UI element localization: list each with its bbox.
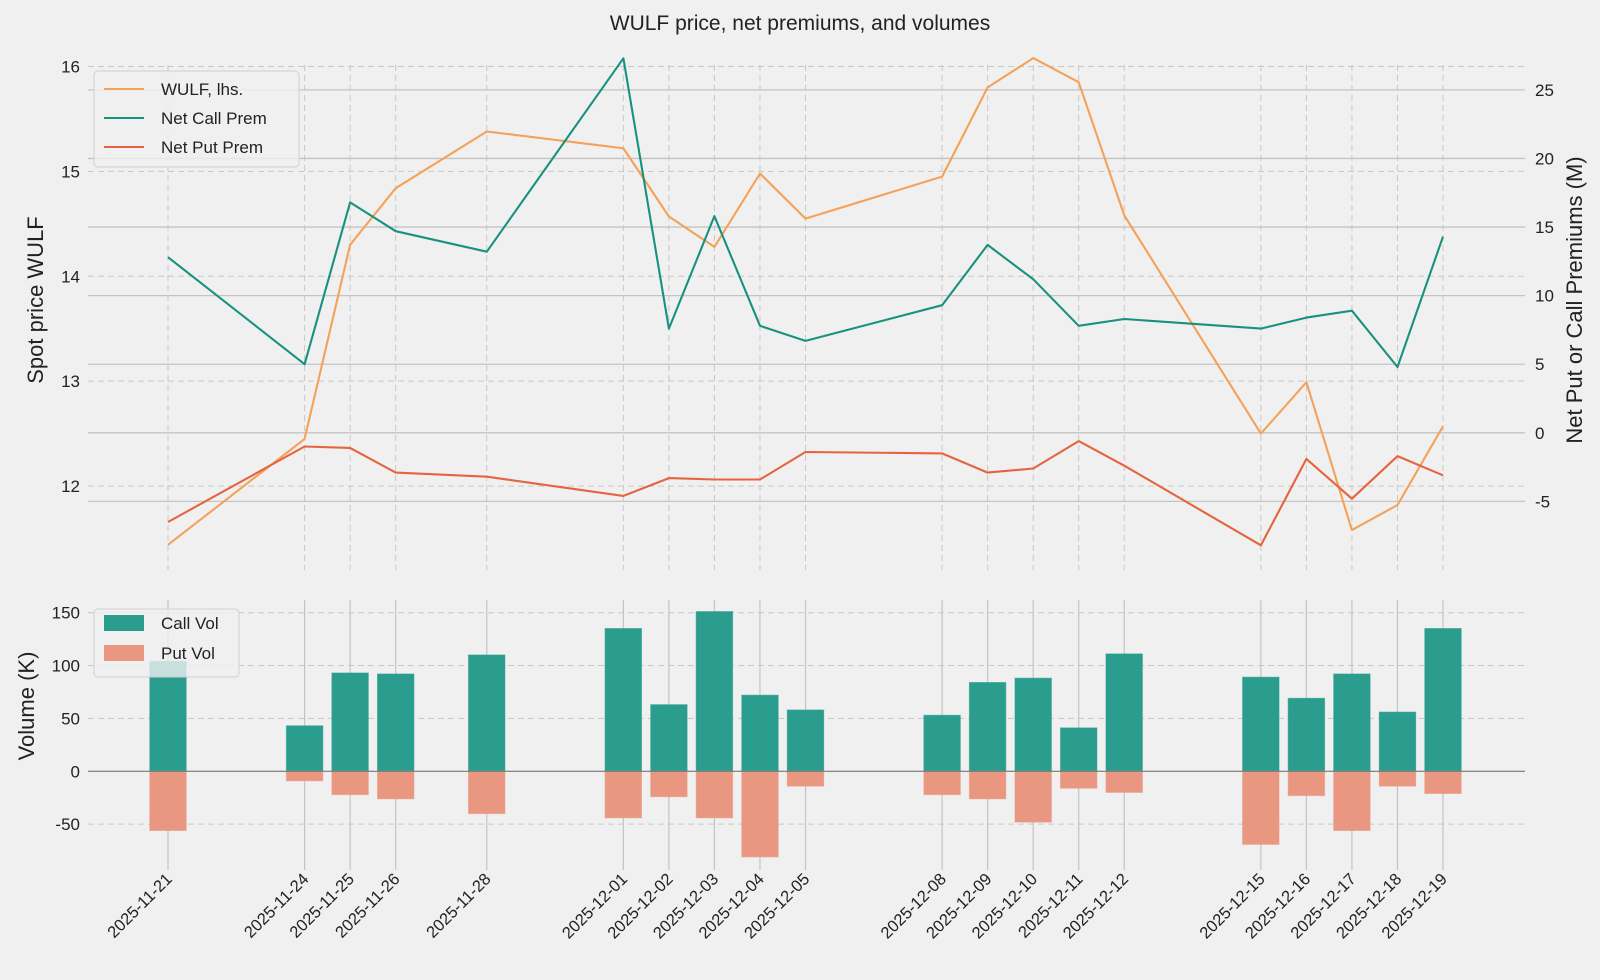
left-y-tick-label: 16 bbox=[61, 57, 80, 76]
put-vol-bar bbox=[1014, 770, 1052, 823]
call-vol-bar bbox=[786, 709, 825, 772]
legend-label: Net Put Prem bbox=[161, 138, 263, 157]
call-vol-bar bbox=[923, 714, 961, 772]
volume-legend: Call Vol Put Vol bbox=[93, 608, 240, 678]
call-vol-bar bbox=[1105, 653, 1143, 772]
right-y-tick-label: 10 bbox=[1535, 287, 1554, 306]
put-vol-bar bbox=[1105, 770, 1143, 793]
call-vol-bar bbox=[741, 694, 779, 772]
put-vol-bar bbox=[331, 770, 369, 796]
left-y-tick-label: 13 bbox=[61, 372, 80, 391]
right-y-tick-label: 25 bbox=[1535, 81, 1554, 100]
call-vol-bar bbox=[1424, 628, 1462, 772]
series-line-net-put-prem bbox=[167, 440, 1444, 547]
left-y-tick-label: 12 bbox=[61, 477, 80, 496]
put-vol-bar bbox=[1333, 770, 1371, 831]
put-vol-bar bbox=[285, 770, 324, 782]
call-vol-bar bbox=[968, 682, 1007, 772]
call-vol-bar bbox=[1333, 673, 1371, 772]
left-y-tick-label: 15 bbox=[61, 162, 80, 181]
call-vol-bar bbox=[1287, 697, 1326, 772]
volume-y-axis-label: Volume (K) bbox=[14, 652, 39, 761]
call-vol-bar bbox=[331, 672, 369, 772]
call-vol-bar bbox=[377, 673, 415, 772]
call-vol-bar bbox=[604, 628, 642, 772]
chart-title: WULF price, net premiums, and volumes bbox=[610, 12, 990, 35]
right-y-tick-label: 20 bbox=[1535, 149, 1554, 168]
legend-label: Put Vol bbox=[161, 644, 215, 663]
legend-patch-swatch bbox=[104, 645, 144, 661]
put-vol-bar bbox=[695, 770, 734, 819]
put-vol-bar bbox=[968, 770, 1007, 800]
call-vol-bar bbox=[149, 660, 187, 772]
call-vol-bar bbox=[695, 611, 734, 772]
legend-label: Call Vol bbox=[161, 614, 219, 633]
right-y-tick-label: 0 bbox=[1535, 424, 1544, 443]
volume-y-tick-label: 100 bbox=[52, 657, 80, 676]
call-vol-bar bbox=[468, 654, 506, 772]
volume-y-tick-label: 150 bbox=[52, 604, 80, 623]
series-line-net-call-prem bbox=[167, 57, 1444, 369]
right-y-tick-label: 5 bbox=[1535, 355, 1544, 374]
put-vol-bar bbox=[1378, 770, 1417, 787]
legend-label: Net Call Prem bbox=[161, 109, 267, 128]
put-vol-bar bbox=[1060, 770, 1098, 789]
call-vol-bar bbox=[285, 725, 324, 772]
right-y-axis-label: Net Put or Call Premiums (M) bbox=[1562, 156, 1587, 443]
legend-patch-swatch bbox=[104, 615, 144, 631]
put-vol-bar bbox=[377, 770, 415, 800]
price-premium-panel: 12 13 14 15 16 -5 0 5 10 15 20 25 WULF, lhs. Net Call… bbox=[61, 57, 1554, 570]
put-vol-bar bbox=[650, 770, 688, 798]
put-vol-bar bbox=[149, 770, 187, 831]
call-vol-bar bbox=[1014, 677, 1052, 772]
volume-y-tick-label: 50 bbox=[61, 709, 80, 728]
put-vol-bar bbox=[468, 770, 506, 815]
put-vol-bar bbox=[604, 770, 642, 819]
call-vol-bar bbox=[650, 704, 688, 772]
put-vol-bar bbox=[1424, 770, 1462, 794]
volume-panel: -50 0 50 100 150 Call Vol Put Vol bbox=[52, 600, 1525, 870]
put-vol-bar bbox=[741, 770, 779, 858]
top-legend-box bbox=[93, 70, 300, 168]
series-line-wulf-lhs bbox=[167, 57, 1444, 546]
put-vol-bar bbox=[786, 770, 825, 787]
left-y-tick-label: 14 bbox=[61, 267, 80, 286]
put-vol-bar bbox=[1242, 770, 1280, 845]
legend-label: WULF, lhs. bbox=[161, 80, 243, 99]
call-vol-bar bbox=[1242, 676, 1280, 772]
call-vol-bar bbox=[1378, 711, 1417, 772]
right-y-tick-label: -5 bbox=[1535, 492, 1550, 511]
top-legend: WULF, lhs. Net Call Prem Net Put Prem bbox=[93, 70, 300, 168]
call-vol-bar bbox=[1060, 727, 1098, 772]
left-y-axis-label: Spot price WULF bbox=[23, 216, 48, 384]
volume-y-tick-label: -50 bbox=[55, 815, 80, 834]
put-vol-bar bbox=[923, 770, 961, 796]
put-vol-bar bbox=[1287, 770, 1326, 797]
right-y-tick-label: 15 bbox=[1535, 218, 1554, 237]
volume-y-tick-label: 0 bbox=[71, 762, 80, 781]
